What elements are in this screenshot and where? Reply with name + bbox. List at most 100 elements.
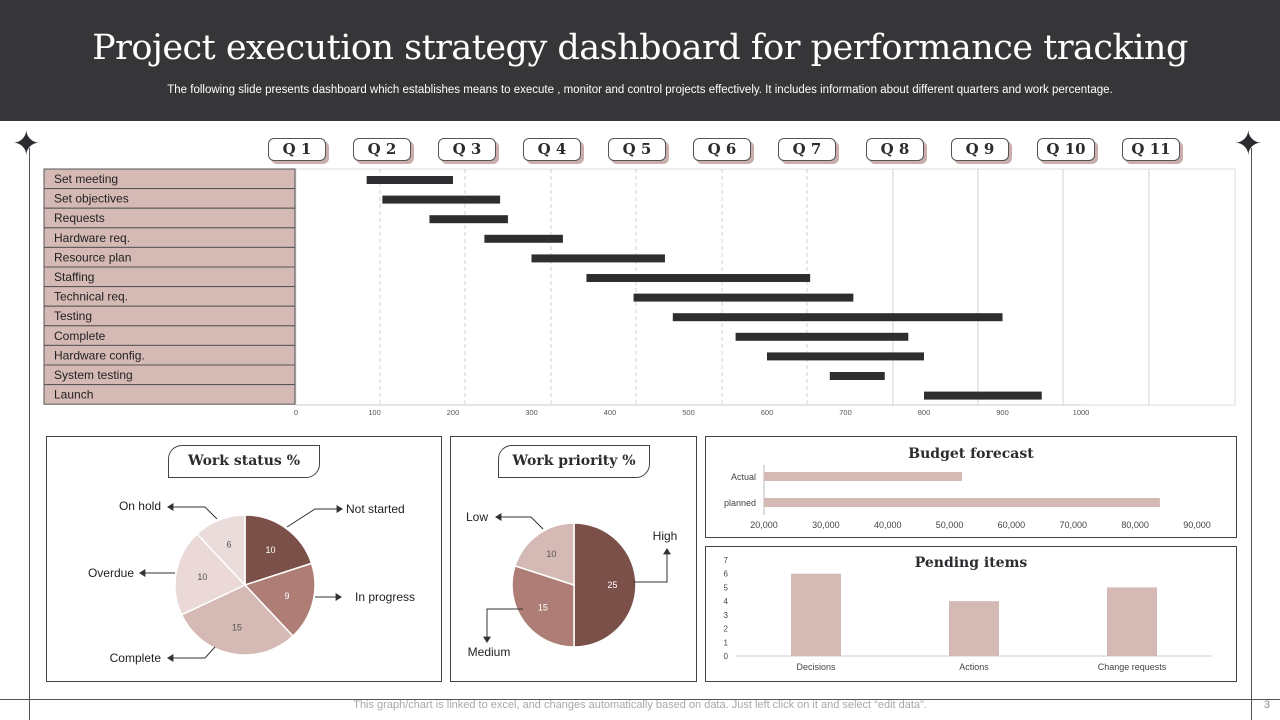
gantt-row-label: Launch <box>54 388 93 402</box>
star-left-icon: ✦ <box>12 125 41 163</box>
gantt-chart: Set meeting Set objectives Requests Hardwar… <box>43 168 1236 417</box>
pie-category-label: Complete <box>110 651 162 665</box>
gantt-bar <box>767 352 924 361</box>
frame-right-line <box>1251 148 1252 720</box>
pie-slice <box>243 562 316 638</box>
gantt-bar <box>924 391 1042 400</box>
work-status-title: Work status % <box>168 445 320 478</box>
pending-items-chart: 0 1 2 3 4 5 6 7 Decisions Actions Change requests <box>724 556 1212 672</box>
arrow-head-icon <box>139 569 146 577</box>
quarter-tab-10: Q 10 <box>1037 138 1095 161</box>
work-priority-title: Work priority % <box>498 445 650 478</box>
gantt-x-tick: 500 <box>682 408 695 417</box>
budget-bar <box>764 498 1160 507</box>
gantt-bar <box>672 313 1003 322</box>
callout-line <box>286 508 342 528</box>
pie-category-label: Low <box>466 510 488 524</box>
budget-x-tick: 60,000 <box>998 520 1026 530</box>
gantt-row-label: Testing <box>54 309 92 323</box>
header-band: Project execution strategy dashboard for… <box>0 0 1280 121</box>
work-status-panel: Work status % 10 9 15 10 6 Not started In prog… <box>46 436 442 682</box>
callout-line <box>169 646 216 659</box>
callout-line <box>486 608 523 641</box>
gantt-x-tick: 600 <box>761 408 774 417</box>
gantt-row-label: Resource plan <box>54 250 131 264</box>
pending-bar <box>949 601 999 656</box>
budget-x-tick: 20,000 <box>750 520 778 530</box>
budget-x-tick: 70,000 <box>1060 520 1088 530</box>
gantt-row-label: Complete <box>54 329 106 343</box>
pie-value-label: 25 <box>607 580 617 590</box>
pie-value-label: 10 <box>197 572 207 582</box>
budget-x-tick: 30,000 <box>812 520 840 530</box>
star-right-icon: ✦ <box>1234 125 1263 163</box>
pending-y-tick: 2 <box>724 625 729 634</box>
pending-y-tick: 1 <box>724 638 729 647</box>
pending-items-panel: Pending items 0 1 2 3 4 5 6 7 Decisions Actions Ch… <box>705 546 1237 682</box>
pie-slice <box>514 522 575 587</box>
pie-category-label: On hold <box>119 499 161 513</box>
pie-slice <box>174 532 247 616</box>
gantt-row-label-cell <box>43 384 296 405</box>
pie-category-label: High <box>653 529 678 543</box>
work-priority-pie-chart: 25 15 10 High Medium Low <box>466 510 678 659</box>
gantt-bar <box>484 234 563 243</box>
quarter-tab-11: Q 11 <box>1122 138 1180 161</box>
frame-bottom-line <box>0 699 1280 700</box>
budget-forecast-chart: Actual planned 20,000 30,000 40,000 50,000 60,… <box>724 465 1211 530</box>
gantt-bar <box>531 254 665 263</box>
footer-note: This graph/chart is linked to excel, and… <box>353 699 927 711</box>
pie-slice <box>573 522 637 648</box>
pie-value-label: 15 <box>538 603 548 613</box>
gantt-row-label: System testing <box>54 368 133 382</box>
gantt-x-tick: 100 <box>368 408 381 417</box>
budget-x-tick: 80,000 <box>1121 520 1149 530</box>
pie-category-label: Overdue <box>88 566 134 580</box>
gantt-x-tick: 800 <box>918 408 931 417</box>
gantt-x-tick: 300 <box>525 408 538 417</box>
arrow-head-icon <box>663 548 671 555</box>
pie-slice <box>244 514 313 587</box>
budget-bar <box>764 472 962 481</box>
pending-y-tick: 7 <box>724 556 729 565</box>
pending-category-label: Decisions <box>796 662 836 672</box>
pie-value-label: 10 <box>546 549 556 559</box>
callout-line <box>169 506 218 520</box>
callout-line <box>497 516 544 530</box>
pie-category-label: In progress <box>355 590 415 604</box>
gantt-x-tick: 900 <box>996 408 1009 417</box>
page-number: 3 <box>1263 699 1270 711</box>
arrow-head-icon <box>167 654 174 662</box>
quarter-tab-1: Q 1 <box>268 138 326 161</box>
quarter-tab-2: Q 2 <box>353 138 411 161</box>
frame-left-line <box>29 148 30 720</box>
callout-line <box>633 550 668 583</box>
gantt-x-tick: 1000 <box>1073 408 1090 417</box>
gantt-row-label: Set objectives <box>54 192 129 206</box>
pie-category-label: Not started <box>346 502 405 516</box>
work-status-pie-chart: 10 9 15 10 6 Not started In progress Complete Ov… <box>88 499 415 665</box>
quarter-tab-9: Q 9 <box>951 138 1009 161</box>
gantt-bar <box>382 195 501 204</box>
budget-category-label: Actual <box>731 472 756 482</box>
pending-y-tick: 0 <box>724 652 729 661</box>
arrow-head-icon <box>335 593 342 601</box>
pending-category-label: Change requests <box>1098 662 1167 672</box>
arrow-head-icon <box>495 513 502 521</box>
gantt-x-tick: 200 <box>447 408 460 417</box>
gantt-row-label: Staffing <box>54 270 94 284</box>
gantt-plot-area <box>295 168 1236 406</box>
quarter-tab-7: Q 7 <box>778 138 836 161</box>
gantt-x-tick: 400 <box>604 408 617 417</box>
work-priority-panel: Work priority % 25 15 10 High Medium Low <box>450 436 697 682</box>
gantt-bar <box>366 176 453 184</box>
pending-category-label: Actions <box>959 662 989 672</box>
pending-items-title: Pending items <box>914 555 1028 571</box>
budget-x-tick: 50,000 <box>936 520 964 530</box>
arrow-head-icon <box>483 636 491 643</box>
quarter-tab-8: Q 8 <box>866 138 924 161</box>
page-title: Project execution strategy dashboard for… <box>92 28 1188 68</box>
pending-bar <box>791 573 841 656</box>
gantt-x-tick: 700 <box>839 408 852 417</box>
gantt-row-label: Requests <box>54 211 105 225</box>
